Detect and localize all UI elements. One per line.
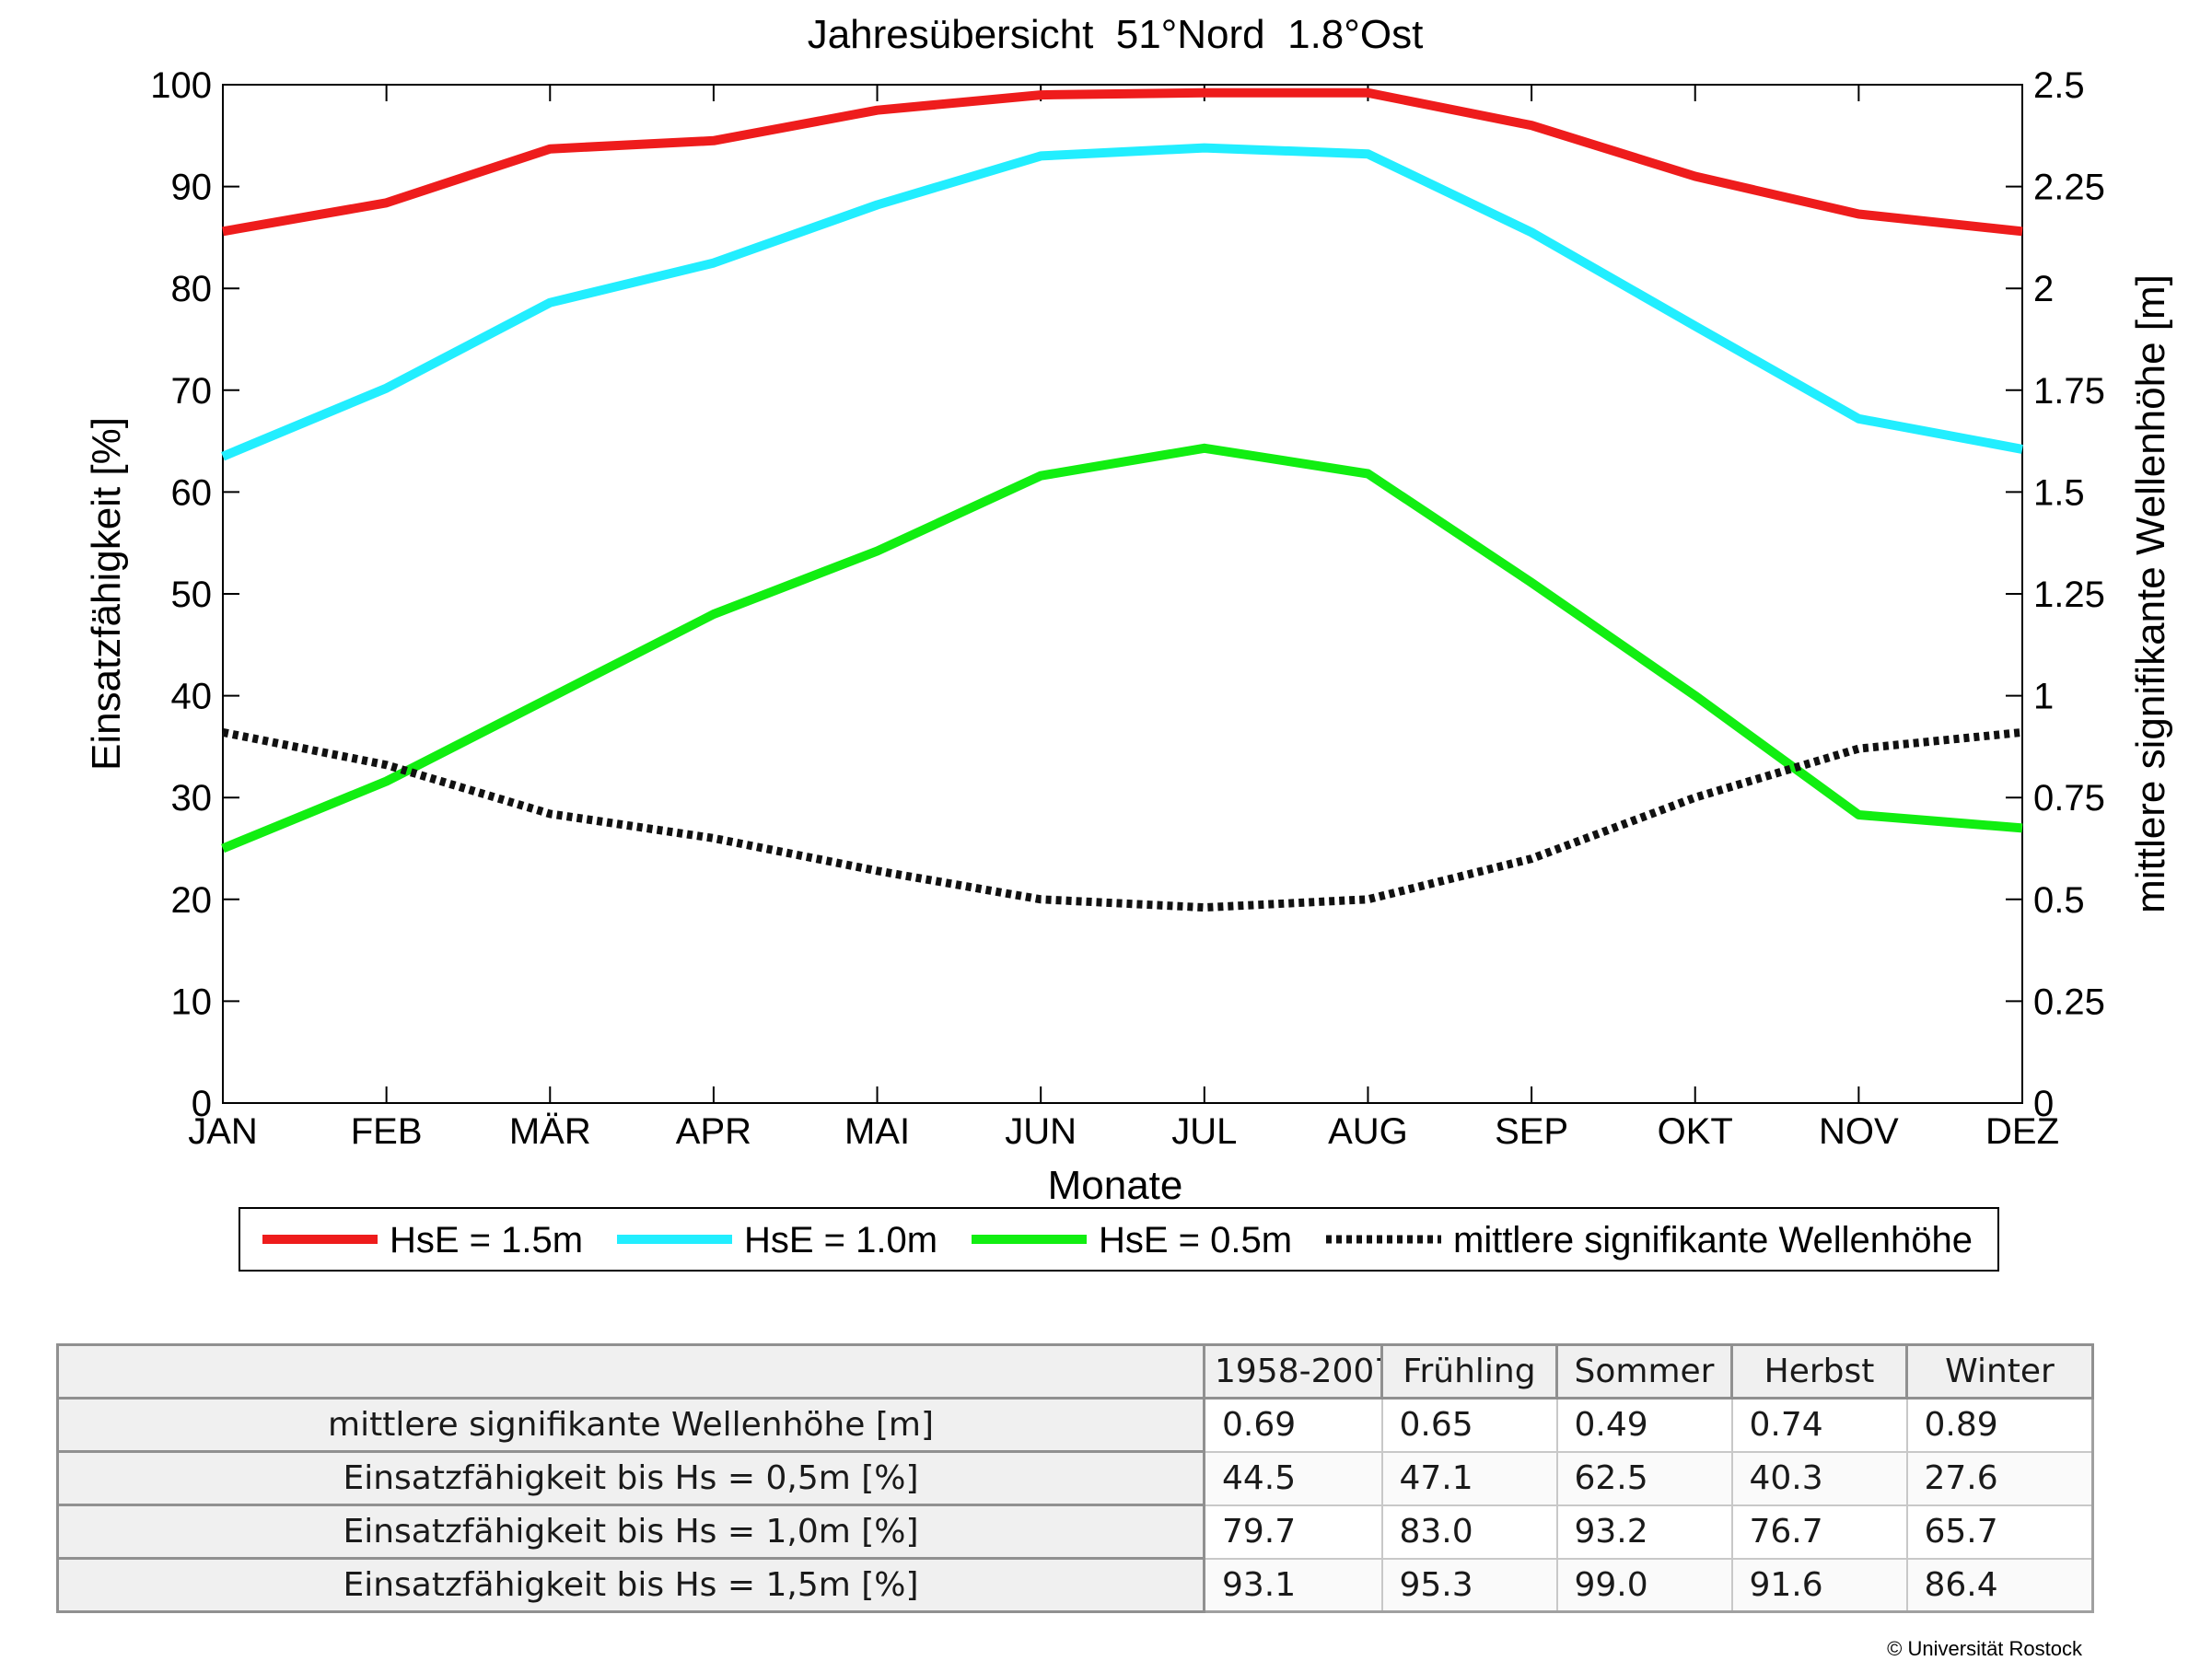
legend: HsE = 1.5m HsE = 1.0m HsE = 0.5m mittlere s… [239, 1208, 1998, 1271]
table-cell: 40.3 [1732, 1452, 1907, 1505]
x-axis-label: Monate [1048, 1163, 1183, 1208]
table-cell: 99.0 [1557, 1559, 1732, 1612]
y-tick-label-left: 90 [171, 168, 213, 208]
series-line-0 [223, 93, 2022, 232]
y-axis-label-left: Einsatzfähigkeit [%] [84, 417, 129, 771]
series-line-2 [223, 448, 2022, 849]
table-cell: 76.7 [1732, 1505, 1907, 1559]
table-cell: 27.6 [1907, 1452, 2093, 1505]
y-tick-label-left: 80 [171, 269, 213, 309]
legend-label: HsE = 1.0m [744, 1220, 937, 1260]
y-tick-label-left: 70 [171, 371, 213, 412]
table-cell: 65.7 [1907, 1505, 2093, 1559]
legend-label: HsE = 1.5m [390, 1220, 583, 1260]
x-tick-label: NOV [1819, 1111, 1899, 1152]
y-tick-label-right: 1.5 [2033, 472, 2085, 513]
x-tick-label: APR [676, 1111, 751, 1152]
table-cell: 0.69 [1205, 1399, 1382, 1452]
y-tick-label-left: 50 [171, 575, 213, 615]
table-row: mittlere signifikante Wellenhöhe [m] 0.6… [58, 1399, 2093, 1452]
table-cell: 0.74 [1732, 1399, 1907, 1452]
chart: Jahresübersicht 51°Nord 1.8°Ost 01020304… [0, 0, 2212, 1307]
table-header-cell: Winter [1907, 1345, 2093, 1399]
table-cell: 62.5 [1557, 1452, 1732, 1505]
table-row-label: mittlere signifikante Wellenhöhe [m] [58, 1399, 1205, 1452]
table-row: Einsatzfähigkeit bis Hs = 1,5m [%] 93.1 … [58, 1559, 2093, 1612]
table-cell: 91.6 [1732, 1559, 1907, 1612]
y-axis-label-right: mittlere signifikante Wellenhöhe [m] [2128, 274, 2173, 913]
y-tick-label-right: 1 [2033, 677, 2054, 717]
y-tick-label-left: 20 [171, 880, 213, 921]
x-tick-label: SEP [1495, 1111, 1568, 1152]
legend-label: mittlere signifikante Wellenhöhe [1453, 1220, 1973, 1260]
x-tick-label: DEZ [1985, 1111, 2059, 1152]
table-row: Einsatzfähigkeit bis Hs = 1,0m [%] 79.7 … [58, 1505, 2093, 1559]
table-cell: 47.1 [1382, 1452, 1557, 1505]
y-tick-label-right: 2.25 [2033, 168, 2105, 208]
table-cell: 0.49 [1557, 1399, 1732, 1452]
x-tick-label: JUN [1005, 1111, 1077, 1152]
x-tick-label: MÄR [509, 1111, 591, 1152]
x-tick-label: FEB [351, 1111, 423, 1152]
table-header-cell: 1958-2007 [1205, 1345, 1382, 1399]
y-tick-label-left: 100 [150, 65, 212, 106]
y-tick-label-left: 30 [171, 778, 213, 819]
y-tick-label-left: 40 [171, 677, 213, 717]
y-tick-label-left: 60 [171, 472, 213, 513]
table-row-label: Einsatzfähigkeit bis Hs = 1,0m [%] [58, 1505, 1205, 1559]
y-tick-label-right: 2 [2033, 269, 2054, 309]
table-header-cell: Herbst [1732, 1345, 1907, 1399]
y-tick-label-right: 0.25 [2033, 982, 2105, 1022]
table-row-label: Einsatzfähigkeit bis Hs = 1,5m [%] [58, 1559, 1205, 1612]
copyright-text: © Universität Rostock [1887, 1637, 2082, 1661]
table-cell: 93.1 [1205, 1559, 1382, 1612]
series-line-3 [223, 732, 2022, 907]
table-cell: 44.5 [1205, 1452, 1382, 1505]
table-cell: 83.0 [1382, 1505, 1557, 1559]
table-corner-cell [58, 1345, 1205, 1399]
plot-area: 010203040506070809010000.250.50.7511.251… [150, 65, 2105, 1152]
legend-label: HsE = 0.5m [1099, 1220, 1292, 1260]
x-tick-label: MAI [844, 1111, 910, 1152]
x-tick-label: OKT [1658, 1111, 1733, 1152]
table-header-row: 1958-2007 Frühling Sommer Herbst Winter [58, 1345, 2093, 1399]
table-cell: 79.7 [1205, 1505, 1382, 1559]
y-tick-label-right: 1.75 [2033, 371, 2105, 412]
table-cell: 93.2 [1557, 1505, 1732, 1559]
x-tick-label: JAN [188, 1111, 258, 1152]
y-tick-label-right: 0.5 [2033, 880, 2085, 921]
table-header-cell: Frühling [1382, 1345, 1557, 1399]
y-tick-label-right: 0.75 [2033, 778, 2105, 819]
table-cell: 86.4 [1907, 1559, 2093, 1612]
table-header-cell: Sommer [1557, 1345, 1732, 1399]
table-cell: 0.89 [1907, 1399, 2093, 1452]
y-tick-label-left: 10 [171, 982, 213, 1022]
plot-frame [223, 85, 2022, 1103]
chart-title: Jahresübersicht 51°Nord 1.8°Ost [808, 12, 1424, 57]
stats-table: 1958-2007 Frühling Sommer Herbst Winter … [56, 1343, 2094, 1613]
x-tick-label: JUL [1171, 1111, 1237, 1152]
y-tick-label-right: 2.5 [2033, 65, 2085, 106]
table-cell: 95.3 [1382, 1559, 1557, 1612]
x-tick-label: AUG [1328, 1111, 1408, 1152]
table-row: Einsatzfähigkeit bis Hs = 0,5m [%] 44.5 … [58, 1452, 2093, 1505]
table-row-label: Einsatzfähigkeit bis Hs = 0,5m [%] [58, 1452, 1205, 1505]
y-tick-label-right: 1.25 [2033, 575, 2105, 615]
table-cell: 0.65 [1382, 1399, 1557, 1452]
